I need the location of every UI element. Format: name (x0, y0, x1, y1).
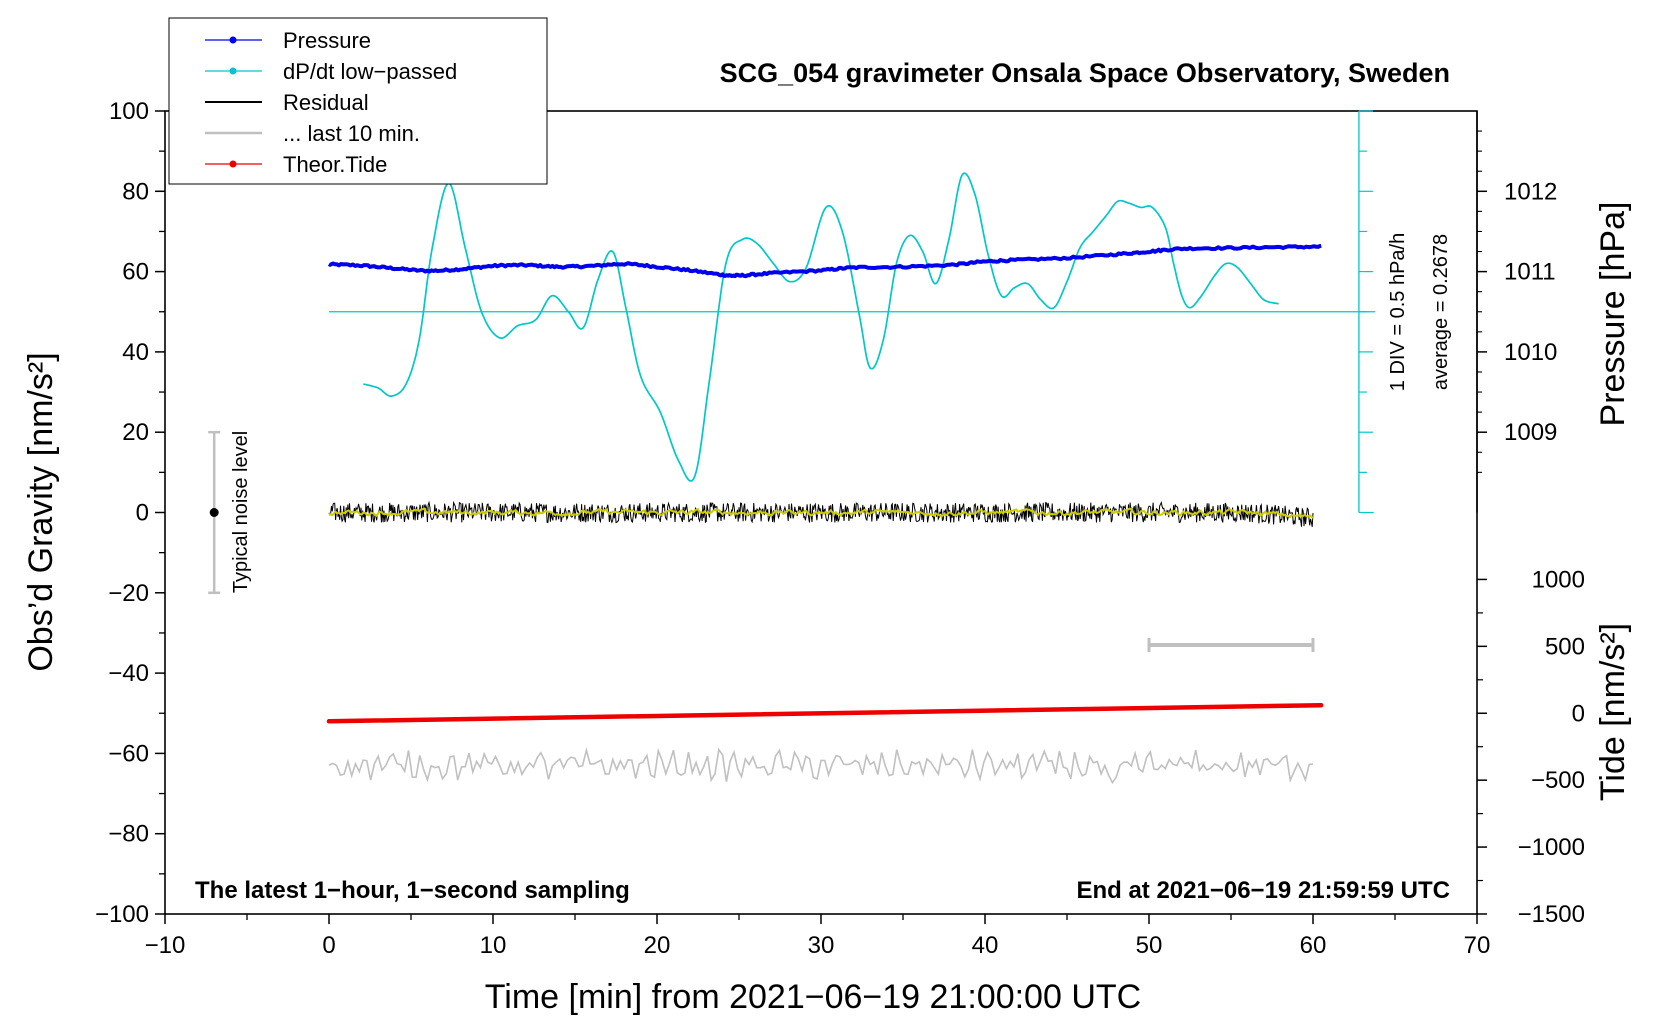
tide-tick-label: 0 (1572, 700, 1585, 727)
svg-text:dP/dt low−passed: dP/dt low−passed (283, 59, 457, 84)
tide-tick-label: 500 (1545, 633, 1585, 660)
x-tick-label: −10 (145, 932, 186, 959)
svg-text:Residual: Residual (283, 90, 369, 115)
x-tick-label: 50 (1136, 932, 1163, 959)
svg-text:Theor.Tide: Theor.Tide (283, 152, 387, 177)
y-tick-label: 20 (122, 419, 149, 446)
legend-item-dpdt: dP/dt low−passed (205, 59, 457, 84)
tide-tick-label: −1500 (1518, 901, 1585, 928)
theor-tide-series-line (326, 702, 1324, 724)
legend-item-theor-tide: Theor.Tide (205, 152, 387, 177)
y-tick-label: 60 (122, 259, 149, 286)
x-tick-label: 30 (808, 932, 835, 959)
pressure-tick-label: 1011 (1504, 259, 1556, 286)
left-y-axis: −100 −80 −60 −40 −20 0 20 40 60 80 100 (95, 98, 165, 928)
svg-text:... last 10 min.: ... last 10 min. (283, 121, 420, 146)
pressure-axis: 1009 1010 1011 1012 (1476, 111, 1557, 513)
y-tick-label: 80 (122, 178, 149, 205)
legend-item-last-10-min: ... last 10 min. (205, 121, 420, 146)
x-tick-label: 0 (322, 932, 335, 959)
legend-item-pressure: Pressure (205, 28, 371, 53)
x-tick-label: 40 (972, 932, 999, 959)
legend-item-residual: Residual (205, 90, 369, 115)
average-label: average = 0.2678 (1430, 234, 1452, 390)
y-axis-title-left: Obs’d Gravity [nm/s²] (22, 352, 60, 671)
residual-smoothed-line (328, 507, 1314, 519)
pressure-tick-label: 1012 (1504, 178, 1557, 205)
legend: Pressure dP/dt low−passed Residual ... l… (168, 17, 548, 185)
y-tick-label: −20 (108, 580, 149, 607)
dpdt-series-line (363, 172, 1279, 482)
y-tick-label: 0 (136, 500, 149, 527)
x-axis: −10 0 10 20 30 40 50 60 70 (145, 914, 1491, 959)
noise-level-label: Typical noise level (230, 431, 252, 593)
pressure-tick-label: 1010 (1504, 339, 1557, 366)
y-axis-title-tide: Tide [nm/s²] (1594, 623, 1632, 801)
y-axis-title-pressure: Pressure [hPa] (1594, 202, 1632, 427)
plot-content (208, 110, 1376, 785)
y-tick-label: −80 (108, 821, 149, 848)
y-tick-label: 40 (122, 339, 149, 366)
x-tick-label: 70 (1464, 932, 1491, 959)
y-tick-label: −40 (108, 660, 149, 687)
tide-axis: −1500 −1000 −500 0 500 1000 (1477, 566, 1585, 928)
pressure-tick-label: 1009 (1504, 419, 1557, 446)
chart-title: SCG_054 gravimeter Onsala Space Observat… (720, 58, 1450, 88)
pressure-series-line (327, 243, 1322, 279)
div-scale-label: 1 DIV = 0.5 hPa/h (1387, 233, 1409, 391)
x-axis-title: Time [min] from 2021−06−19 21:00:00 UTC (485, 978, 1141, 1016)
tide-tick-label: 1000 (1532, 566, 1585, 593)
tide-tick-label: −500 (1531, 767, 1585, 794)
y-tick-label: −100 (95, 901, 149, 928)
tide-tick-label: −1000 (1518, 834, 1585, 861)
y-tick-label: −60 (108, 740, 149, 767)
noise-bar-center-dot (209, 508, 219, 517)
sampling-annotation: The latest 1−hour, 1−second sampling (195, 877, 630, 904)
end-time-annotation: End at 2021−06−19 21:59:59 UTC (1076, 877, 1450, 904)
y-tick-label: 100 (109, 98, 149, 125)
x-tick-label: 20 (644, 932, 671, 959)
last-10-min-series-line (328, 747, 1314, 785)
x-tick-label: 10 (480, 932, 507, 959)
x-tick-label: 60 (1300, 932, 1327, 959)
svg-text:Pressure: Pressure (283, 28, 371, 53)
